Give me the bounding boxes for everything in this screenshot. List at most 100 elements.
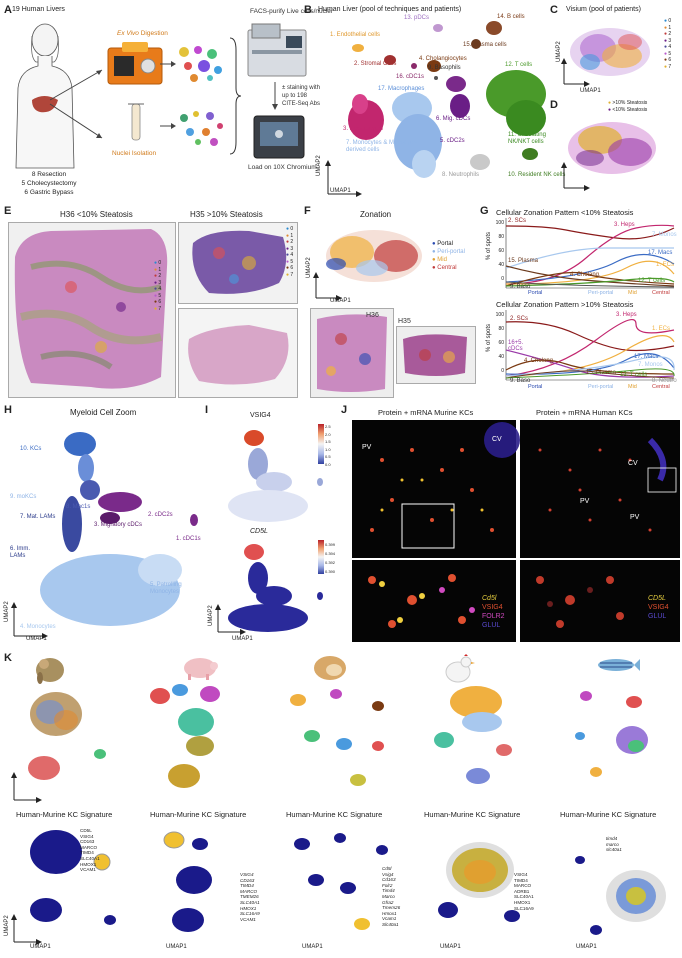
panel-c-title: Visium (pool of patients) (566, 6, 641, 13)
cluster-cdc1s (190, 514, 198, 526)
panel-letter-g: G (480, 205, 489, 217)
k-sig-pig (163, 831, 212, 932)
person-illustration (15, 23, 75, 169)
label-plasma: 15. Plasma cells (463, 42, 507, 48)
g-bot-cdcs: 16+5. cDCs (508, 340, 524, 352)
e-left-title: H36 <10% Steatosis (60, 210, 133, 219)
k-genes-4: VSIG4 TIMD4 MARCO ADRB1 SLC40A1 HMOX1 SLC16A9 (514, 872, 534, 911)
panel-letter-f: F (304, 205, 311, 217)
cluster-b-cells (486, 21, 502, 35)
label-t-cells: 12. T cells (505, 62, 533, 68)
g-top-heps: 3. Heps (614, 222, 635, 228)
j-murine-overview: PV CV (352, 420, 520, 558)
e-h35-he (178, 308, 298, 398)
g-ylabel-bottom: % of spots (486, 323, 492, 352)
g-ylabel-top: % of spots (486, 231, 492, 260)
h-imm-lams: 6. Imm. LAMs (10, 546, 31, 559)
cohort-cholecystectomy: 5 Cholecystectomy (21, 180, 77, 187)
cluster-cdc2s (98, 492, 142, 512)
umap-h (11, 432, 198, 639)
g-top-tcells: 12. T cells (638, 278, 666, 284)
e-right-title: H35 >10% Steatosis (190, 210, 263, 219)
cluster-nk (506, 100, 546, 136)
panel-letter-h: H (4, 404, 12, 416)
cluster-mig-cdcs (446, 76, 466, 92)
g-title-top: Cellular Zonation Pattern <10% Steatosis (496, 208, 634, 217)
k-sig-hamster (294, 833, 388, 930)
k-sig-macaque (11, 830, 116, 945)
g-chart-bottom (505, 310, 675, 381)
j-human-zoom (520, 560, 680, 642)
umap-f (313, 230, 422, 301)
g-top-monos: 7. Monos (652, 232, 677, 238)
hamster-icon (314, 656, 346, 680)
cohort-list: 8 Resection 5 Cholecystectomy 6 Gastric … (14, 170, 84, 197)
k-sig-title-3: Human-Murine KC Signature (286, 810, 383, 819)
cluster-cholangiocytes (427, 60, 441, 72)
k-genes-5: timd4 marco slc40a1 (606, 836, 622, 853)
k-umap-pig (150, 684, 220, 788)
panel-b-title: Human Liver (pool of techniques and pati… (318, 6, 462, 13)
g-chart-top (505, 218, 675, 289)
j-right-legend: CD5L VSIG4 GLUL (648, 595, 669, 620)
g-bot-tcells: 12. T cells (620, 372, 648, 378)
label-b-cells: 14. B cells (497, 14, 525, 20)
c-legend: ● 0 ● 1 ● 2 ● 3 ● 4 ● 5 ● 6 ● 7 (664, 18, 672, 70)
label-nk: 11. Circulating NK/NKT cells (508, 132, 546, 145)
cluster-lams (62, 496, 82, 552)
panel-letter-e: E (4, 205, 12, 217)
f-inset-h36: H36 (366, 312, 379, 319)
c-xaxis: UMAP1 (580, 88, 601, 94)
k-umap-zebrafish (575, 691, 648, 777)
liver-shape (32, 96, 58, 113)
cluster-plasma (471, 39, 481, 49)
k-sig-zebrafish (575, 856, 666, 935)
digestion-device (107, 42, 163, 85)
f-yaxis: UMAP2 (306, 257, 312, 278)
label-endothelial: 1. Endothelial cells (330, 32, 381, 38)
g-bot-monos: 7. Monos (638, 362, 663, 368)
k-umap-hamster (290, 689, 384, 786)
label-mig-cdcs: 6. Mig. cDCs (436, 116, 471, 122)
h-mac1s: 8. Mac1s (66, 504, 91, 510)
panel-letter-a: A (4, 4, 12, 16)
panel-letter-k: K (4, 652, 12, 664)
umap-d (561, 122, 656, 191)
cells-cluster-top (179, 46, 222, 82)
cohort-resection: 8 Resection (31, 171, 67, 178)
i-gene-top: VSIG4 (250, 412, 271, 419)
g-bot-scs: 2. SCs (510, 316, 529, 322)
j-human-overview: CV PV PV (520, 420, 680, 558)
j-left-pv: PV (362, 444, 372, 451)
panel-letter-i: I (205, 404, 209, 416)
i-scale-top (318, 424, 324, 464)
h-kcs: 10. KCs (20, 446, 42, 452)
j-right-title: Protein + mRNA Human KCs (536, 408, 633, 417)
cluster-pdcs (433, 24, 443, 32)
panel-letter-b: B (304, 4, 312, 16)
g-top-macs: 17. Macs (648, 250, 673, 256)
i-yaxis: UMAP2 (208, 605, 214, 626)
cluster-mac1s (80, 480, 100, 500)
panel-letter-j: J (341, 404, 348, 416)
c-yaxis: UMAP2 (556, 41, 562, 62)
label-cdc1s: 16. cDC1s (396, 74, 425, 80)
chicken-icon (445, 654, 475, 683)
label-neutrophils: 8. Neutrophils (442, 172, 480, 178)
label-pdcs: 13. pDCs (404, 15, 430, 21)
e-h35-spots (178, 222, 298, 304)
nuclei-label: Nuclei Isolation (112, 150, 157, 157)
e-h36-tissue (8, 222, 176, 398)
j-right-pv2: PV (630, 514, 640, 521)
down-arrow (272, 82, 278, 110)
cluster-cdc2s (450, 94, 470, 118)
brace (229, 37, 242, 155)
tube-icon (128, 103, 144, 141)
d-legend: ● >10% Steatosis ● <10% Steatosis (608, 100, 648, 113)
f-h35-tissue (396, 326, 476, 384)
k-genes-1: CD5L VSIG4 CD163 MARCO TIMD4 SLC40A1 HMOX1 VCA… (80, 828, 100, 873)
k-sig-title-5: Human-Murine KC Signature (560, 810, 657, 819)
cohort-gastric-bypass: 6 Gastric Bypass (24, 189, 74, 196)
k-sig-title-1: Human-Murine KC Signature (16, 810, 113, 819)
g-bot-baso: 9. Baso (510, 378, 531, 384)
